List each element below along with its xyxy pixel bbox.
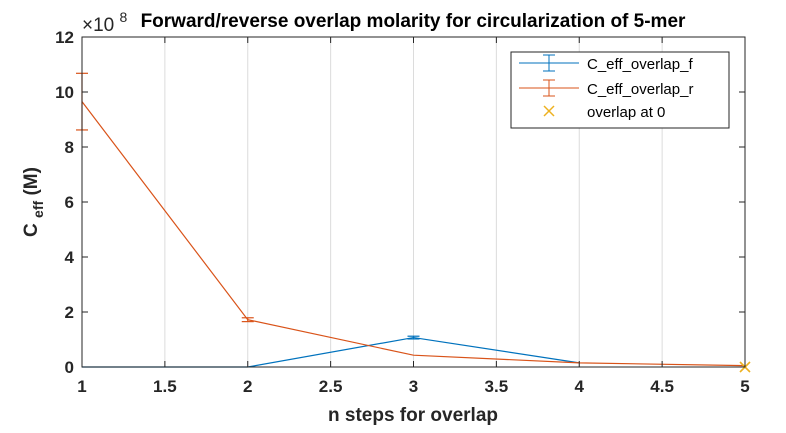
x-tick-label: 1.5 <box>153 377 177 396</box>
y-exponent-label: ×10 8 <box>82 9 128 36</box>
tick-layer: 1 1.5 2 2.5 3 3.5 4 4.5 5 0 2 4 6 8 10 12 <box>55 28 750 396</box>
x-tick-label: 2.5 <box>319 377 343 396</box>
y-axis-label-subscript: eff <box>30 200 46 217</box>
x-tick-label: 4 <box>575 377 585 396</box>
legend-label-overlap: overlap at 0 <box>587 104 665 121</box>
x-tick-label: 4.5 <box>650 377 674 396</box>
y-axis-label-main: C <box>21 223 42 237</box>
y-tick-label: 12 <box>55 28 74 47</box>
y-exponent-power: 8 <box>120 9 128 25</box>
chart-title: Forward/reverse overlap molarity for cir… <box>141 11 686 32</box>
x-tick-label: 3.5 <box>485 377 509 396</box>
y-axis-label: C eff (M) <box>21 167 48 237</box>
x-axis-label: n steps for overlap <box>328 405 498 426</box>
y-tick-label: 4 <box>65 248 75 267</box>
legend-swatch-marker-stroke-2 <box>543 105 555 117</box>
legend-box <box>510 51 730 129</box>
y-tick-label: 0 <box>65 358 74 377</box>
y-tick-label: 2 <box>65 303 74 322</box>
grid-layer <box>164 37 663 367</box>
legend: C_eff_overlap_f C_eff_overlap_r overlap … <box>510 51 730 129</box>
y-axis-label-unit: (M) <box>21 167 42 195</box>
y-tick-label: 6 <box>65 193 74 212</box>
y-tick-label: 10 <box>55 83 74 102</box>
x-tick-label: 2 <box>243 377 252 396</box>
x-tick-label: 1 <box>77 377 86 396</box>
y-exponent-base: ×10 <box>82 15 114 36</box>
legend-label-f: C_eff_overlap_f <box>587 56 693 73</box>
x-tick-label: 3 <box>409 377 418 396</box>
legend-label-r: C_eff_overlap_r <box>587 81 693 98</box>
x-tick-label: 5 <box>740 377 749 396</box>
y-tick-label: 8 <box>65 138 74 157</box>
series-line-c-eff-overlap-r <box>81 101 746 367</box>
